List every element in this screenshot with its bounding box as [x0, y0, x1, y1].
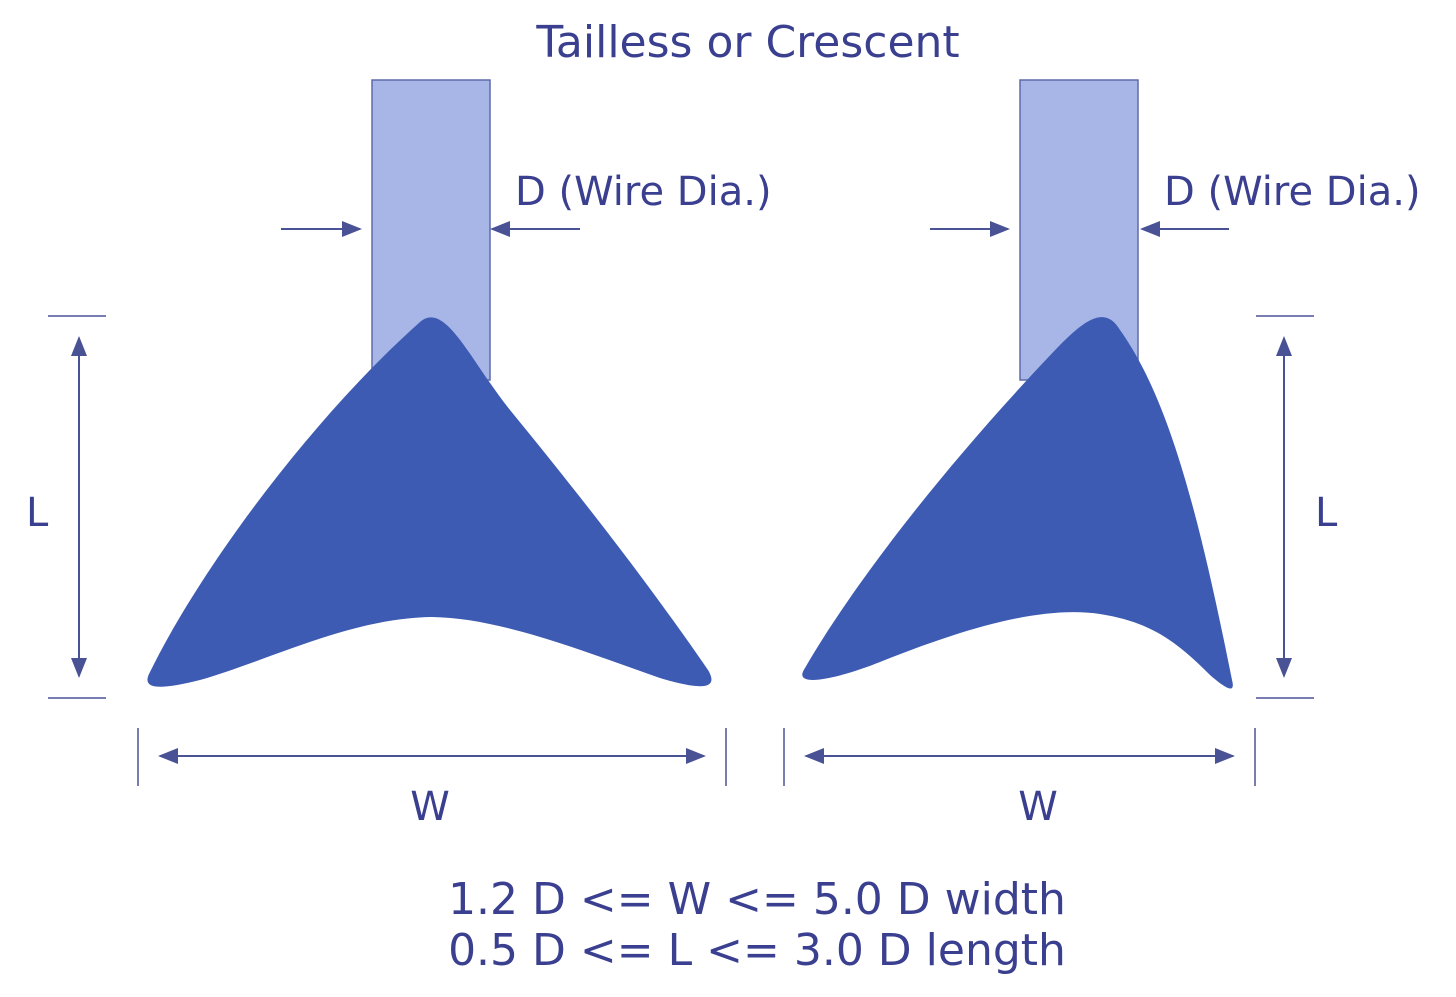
left-width-label: W [410, 784, 450, 830]
diagram-title: Tailless or Crescent [535, 17, 959, 68]
left-length-label: L [26, 490, 49, 536]
length-constraint: 0.5 D <= L <= 3.0 D length [448, 925, 1066, 976]
right-width-label: W [1018, 784, 1058, 830]
right-length-label: L [1315, 490, 1338, 536]
left-wire-dia-label: D (Wire Dia.) [515, 169, 772, 215]
right-bond-shape [802, 317, 1233, 689]
right-figure: D (Wire Dia.) L W [783, 79, 1421, 830]
right-wire-dia-label: D (Wire Dia.) [1164, 169, 1421, 215]
left-bond-shape [147, 317, 712, 687]
width-constraint: 1.2 D <= W <= 5.0 D width [448, 874, 1066, 925]
left-figure: D (Wire Dia.) L W [26, 79, 772, 830]
